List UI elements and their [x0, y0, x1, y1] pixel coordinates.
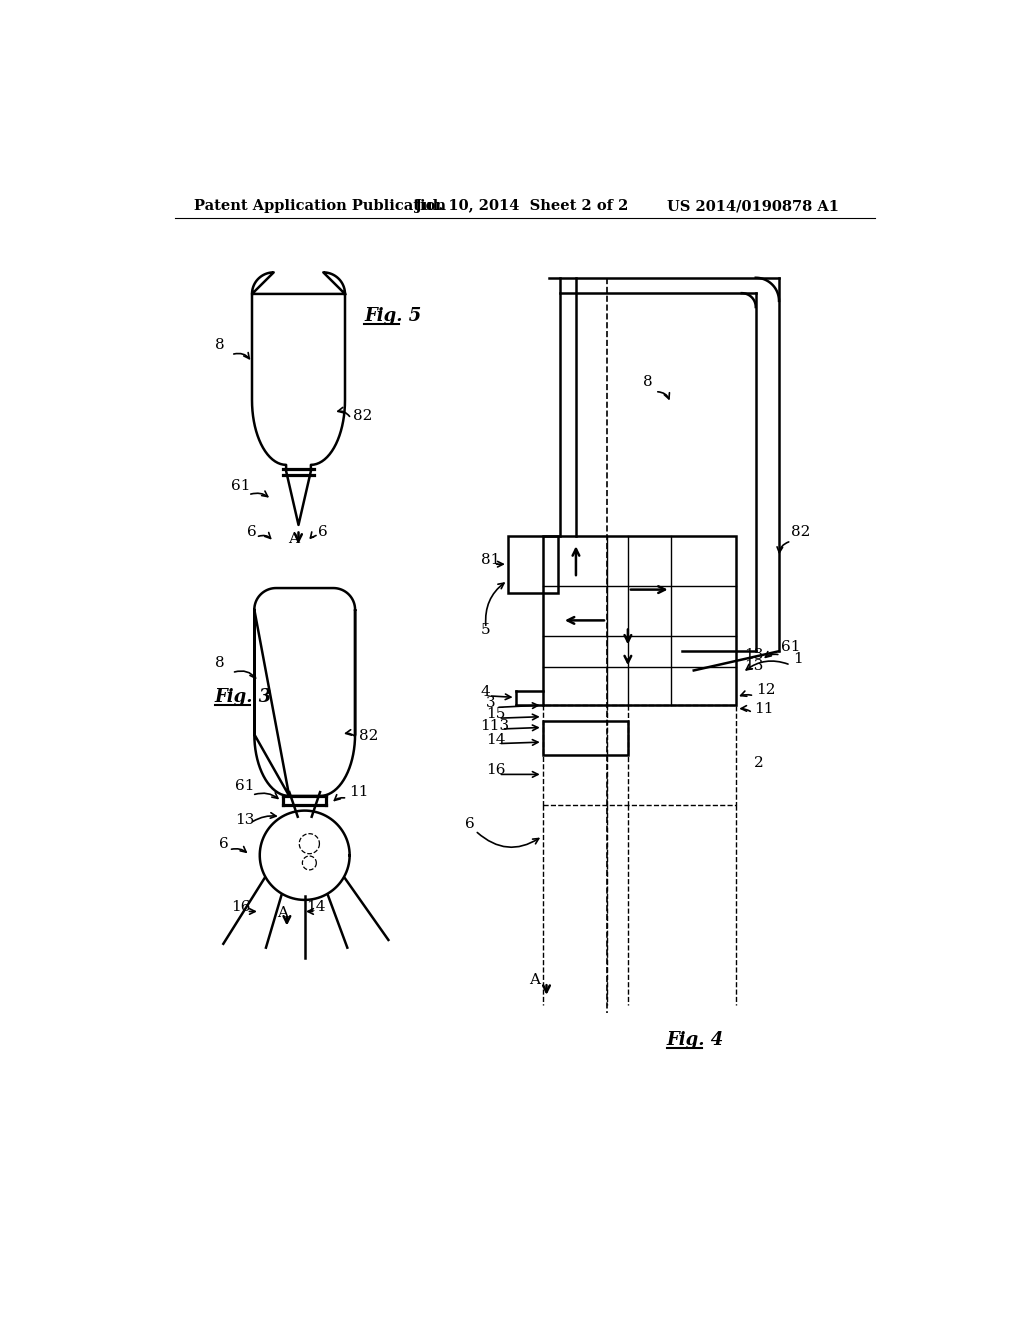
- Text: 8: 8: [643, 375, 653, 388]
- Text: 13: 13: [234, 813, 254, 828]
- Text: A: A: [278, 906, 289, 920]
- Text: 16: 16: [486, 763, 506, 777]
- Text: Fig. 4: Fig. 4: [667, 1031, 724, 1049]
- Bar: [543, 705, 736, 805]
- Text: Jul. 10, 2014  Sheet 2 of 2: Jul. 10, 2014 Sheet 2 of 2: [415, 199, 628, 213]
- Text: 8: 8: [215, 656, 224, 669]
- Bar: [508, 536, 558, 594]
- Text: 113: 113: [480, 718, 510, 733]
- Bar: [543, 721, 628, 755]
- Text: 14: 14: [486, 733, 506, 747]
- Text: 16: 16: [231, 900, 251, 915]
- Text: 5: 5: [480, 623, 490, 638]
- Text: 11: 11: [755, 702, 774, 715]
- Text: 6: 6: [465, 817, 475, 832]
- Text: 6: 6: [219, 837, 229, 850]
- Text: US 2014/0190878 A1: US 2014/0190878 A1: [667, 199, 839, 213]
- Text: 13: 13: [744, 660, 764, 673]
- Text: 82: 82: [352, 409, 372, 424]
- Text: 13: 13: [744, 648, 764, 661]
- Text: Patent Application Publication: Patent Application Publication: [194, 199, 445, 213]
- Text: 2: 2: [755, 755, 764, 770]
- Text: 8: 8: [215, 338, 224, 352]
- Text: 61: 61: [781, 640, 801, 655]
- Bar: [543, 536, 736, 705]
- Text: 3: 3: [486, 697, 496, 710]
- Text: 6: 6: [247, 525, 256, 539]
- Text: 61: 61: [234, 779, 254, 793]
- Text: A: A: [289, 532, 299, 545]
- Text: Fig. 5: Fig. 5: [365, 308, 422, 325]
- Text: 82: 82: [359, 729, 378, 743]
- Text: 82: 82: [791, 525, 810, 539]
- Text: A: A: [528, 973, 540, 987]
- Text: 81: 81: [480, 553, 500, 568]
- Text: 1: 1: [793, 652, 803, 665]
- Text: 12: 12: [756, 682, 775, 697]
- Text: 4: 4: [480, 685, 490, 698]
- Text: 14: 14: [306, 900, 326, 915]
- Text: Fig. 3: Fig. 3: [215, 689, 272, 706]
- Text: 11: 11: [349, 785, 369, 799]
- Text: 15: 15: [486, 708, 506, 721]
- Text: 6: 6: [317, 525, 328, 539]
- Text: 61: 61: [231, 479, 251, 492]
